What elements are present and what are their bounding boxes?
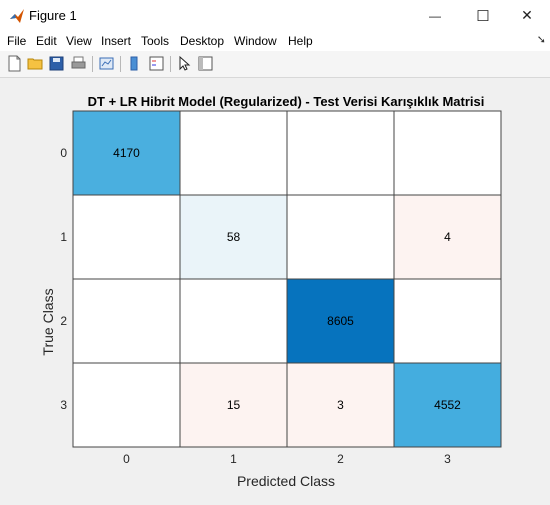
legend-icon[interactable] bbox=[148, 55, 165, 72]
minimize-icon: — bbox=[429, 8, 441, 23]
y-tick-label: 2 bbox=[60, 314, 67, 328]
cell-value-label: 3 bbox=[337, 398, 344, 412]
maximize-button[interactable]: ☐ bbox=[460, 0, 506, 31]
toolbar bbox=[0, 51, 550, 78]
matrix-cell bbox=[72, 362, 181, 448]
window-title: Figure 1 bbox=[29, 8, 77, 23]
x-tick-label: 1 bbox=[230, 452, 237, 466]
matrix-cell bbox=[393, 110, 502, 196]
x-tick-label: 3 bbox=[444, 452, 451, 466]
matrix-cell bbox=[286, 278, 395, 364]
matrix-cell bbox=[393, 362, 502, 448]
new-figure-icon[interactable] bbox=[6, 55, 23, 72]
maximize-icon: ☐ bbox=[476, 7, 490, 25]
confusion-matrix-chart: DT + LR Hibrit Model (Regularized) - Tes… bbox=[40, 94, 502, 489]
y-tick-label: 3 bbox=[60, 398, 67, 412]
matrix-cell bbox=[286, 362, 395, 448]
toolbar-separator bbox=[92, 56, 93, 72]
x-axis-label: Predicted Class bbox=[237, 473, 335, 489]
matrix-cell bbox=[179, 278, 288, 364]
menu-item-view[interactable]: View bbox=[66, 34, 92, 48]
x-tick-label: 2 bbox=[337, 452, 344, 466]
cell-value-label: 15 bbox=[227, 398, 241, 412]
minimize-button[interactable]: — bbox=[412, 0, 458, 31]
chart-title: DT + LR Hibrit Model (Regularized) - Tes… bbox=[88, 94, 485, 109]
toolbar-separator bbox=[120, 56, 121, 72]
x-tick-label: 0 bbox=[123, 452, 130, 466]
matrix-cell bbox=[393, 278, 502, 364]
menu-item-help[interactable]: Help bbox=[288, 34, 313, 48]
link-plot-icon[interactable] bbox=[98, 55, 115, 72]
y-tick-label: 1 bbox=[60, 230, 67, 244]
matlab-logo-icon bbox=[10, 9, 24, 23]
menu-item-file[interactable]: File bbox=[7, 34, 27, 48]
cell-value-label: 4170 bbox=[113, 146, 140, 160]
menu-item-edit[interactable]: Edit bbox=[36, 34, 57, 48]
cell-value-label: 8605 bbox=[327, 314, 354, 328]
toolbar-separator bbox=[170, 56, 171, 72]
close-button[interactable]: ✕ bbox=[504, 0, 550, 31]
menu-item-tools[interactable]: Tools bbox=[141, 34, 170, 48]
menu-item-desktop[interactable]: Desktop bbox=[180, 34, 225, 48]
colorbar-icon[interactable] bbox=[126, 55, 143, 72]
cell-value-label: 4552 bbox=[434, 398, 461, 412]
matrix-cell bbox=[393, 194, 502, 280]
menu-overflow-icon[interactable]: ➘ bbox=[536, 34, 546, 46]
cell-value-label: 4 bbox=[444, 230, 451, 244]
print-icon[interactable] bbox=[70, 55, 87, 72]
cell-value-label: 58 bbox=[227, 230, 241, 244]
y-tick-label: 0 bbox=[60, 146, 67, 160]
figure-area: DT + LR Hibrit Model (Regularized) - Tes… bbox=[0, 78, 550, 500]
pointer-icon[interactable] bbox=[176, 55, 193, 72]
save-icon[interactable] bbox=[48, 55, 65, 72]
menu-item-insert[interactable]: Insert bbox=[101, 34, 132, 48]
matrix-cell bbox=[72, 278, 181, 364]
matrix-cell bbox=[286, 110, 395, 196]
open-file-icon[interactable] bbox=[27, 55, 44, 72]
menu-bar: File Edit View Insert Tools Desktop Wind… bbox=[0, 31, 550, 51]
matrix-cell bbox=[72, 194, 181, 280]
menu-item-window[interactable]: Window bbox=[234, 34, 277, 48]
window-titlebar: Figure 1 — ☐ ✕ bbox=[0, 0, 550, 31]
close-icon: ✕ bbox=[521, 7, 533, 23]
matrix-cell bbox=[286, 194, 395, 280]
matrix-cell bbox=[179, 110, 288, 196]
y-axis-label: True Class bbox=[40, 288, 56, 355]
property-inspector-icon[interactable] bbox=[197, 55, 214, 72]
